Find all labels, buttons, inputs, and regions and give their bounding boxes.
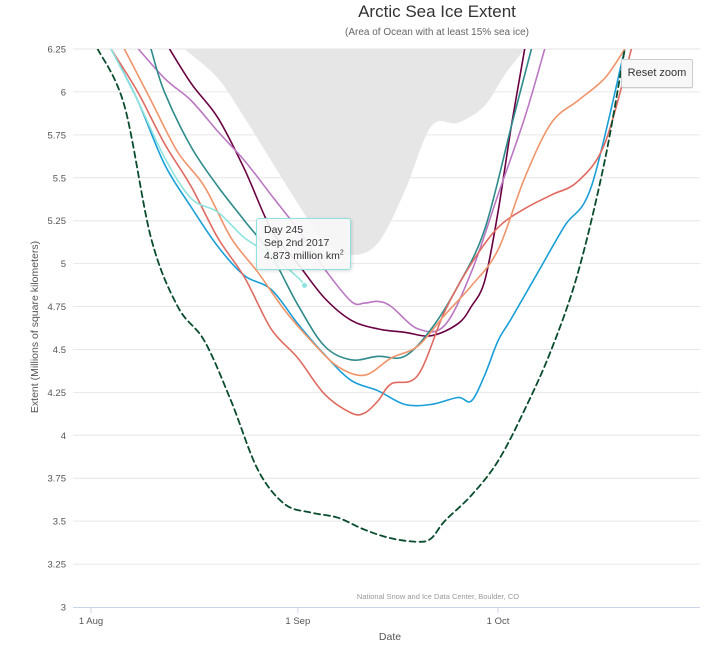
tooltip-value: 4.873 million km2 [264, 250, 350, 263]
series-line-1[interactable] [164, 40, 526, 337]
y-tick-label: 4.75 [48, 302, 67, 313]
x-tick-label: 1 Aug [79, 616, 103, 627]
tooltip-value-text: 4.873 million km [264, 250, 340, 262]
y-tick-label: 4.25 [48, 388, 67, 399]
y-tick-label: 3.25 [48, 560, 67, 571]
y-tick-label: 3.5 [53, 517, 66, 528]
data-tooltip: Day 245 Sep 2nd 2017 4.873 million km2 [256, 218, 351, 270]
series-line-6[interactable] [123, 49, 626, 377]
y-tick-label: 5.75 [48, 130, 67, 141]
series-line-5[interactable] [110, 49, 633, 416]
y-tick-label: 4.5 [53, 345, 66, 356]
y-tick-label: 5.5 [53, 173, 66, 184]
y-tick-label: 3.75 [48, 474, 67, 485]
series-line-2[interactable] [131, 40, 546, 333]
series-line-4[interactable] [110, 49, 626, 407]
y-tick-label: 5 [61, 259, 66, 270]
y-tick-label: 4 [61, 431, 66, 442]
chart-title: Arctic Sea Ice Extent [358, 2, 516, 21]
tooltip-date: Sep 2nd 2017 [264, 237, 330, 249]
y-tick-label: 6.25 [48, 45, 67, 56]
tooltip-unit-superscript: 2 [339, 249, 344, 257]
series-line-8[interactable] [96, 49, 626, 543]
y-tick-label: 5.25 [48, 216, 67, 227]
y-tick-label: 6 [61, 87, 66, 98]
tooltip-day: Day 245 [264, 224, 304, 236]
y-axis-title: Extent (Millions of square kilometers) [29, 241, 41, 413]
x-tick-label: 1 Oct [487, 616, 510, 627]
y-tick-label: 3 [61, 603, 66, 614]
x-axis-title: Date [379, 631, 401, 643]
chart-subtitle: (Area of Ocean with at least 15% sea ice… [345, 27, 529, 38]
chart-credit: National Snow and Ice Data Center, Bould… [357, 592, 519, 601]
x-tick-label: 1 Sep [285, 616, 310, 627]
reset-zoom-button[interactable]: Reset zoom [621, 59, 693, 88]
series-line-7[interactable] [110, 49, 306, 287]
hovered-point-marker[interactable] [301, 281, 309, 289]
historical-range-band [184, 49, 525, 255]
series-line-3[interactable] [150, 49, 533, 361]
